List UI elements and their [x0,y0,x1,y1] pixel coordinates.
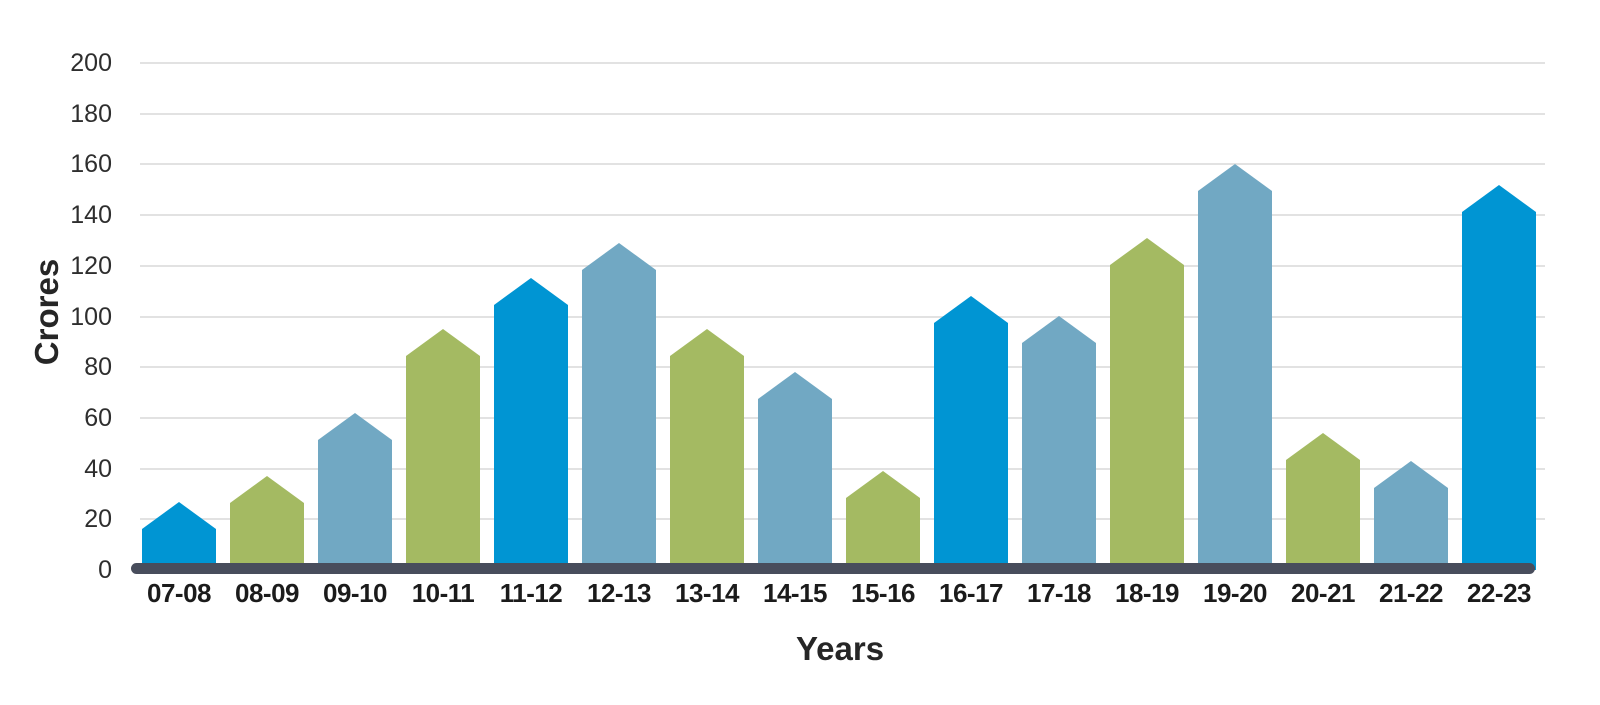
bar-11-12 [494,278,568,570]
bar-14-15 [758,372,832,570]
gridline-80 [140,366,1545,369]
x-tick-label-17-18: 17-18 [1027,578,1092,608]
bar-09-10 [318,413,392,570]
x-tick-label-09-10: 09-10 [323,578,388,608]
gridline-40 [140,467,1545,470]
gridline-200 [140,62,1545,64]
bar-21-22 [1374,461,1448,570]
gridline-100 [140,315,1545,318]
y-tick-label-20: 20 [84,505,112,534]
y-tick-label-100: 100 [70,302,112,331]
bar-08-09 [230,476,304,570]
y-tick-label-200: 200 [70,49,112,77]
y-tick-label-180: 180 [70,99,112,128]
x-tick-label-11-12: 11-12 [499,578,563,608]
x-tick-label-15-16: 15-16 [851,578,916,608]
bar-20-21 [1286,433,1360,570]
x-axis-line [131,563,1535,574]
gridline-180 [140,112,1545,115]
x-tick-label-16-17: 16-17 [939,578,1004,608]
bar-22-23 [1462,185,1536,570]
bar-10-11 [406,329,480,570]
x-tick-label-10-11: 10-11 [411,578,475,608]
gridline-60 [140,416,1545,419]
bar-15-16 [846,471,920,570]
x-axis-title: Years [795,630,885,667]
x-tick-label-19-20: 19-20 [1203,578,1268,608]
bar-07-08 [142,502,216,570]
y-tick-label-120: 120 [70,251,112,280]
x-tick-label-12-13: 12-13 [587,578,652,608]
y-tick-label-140: 140 [70,201,112,230]
y-tick-label-80: 80 [84,353,112,382]
x-tick-label-18-19: 18-19 [1115,578,1180,608]
plot-area [131,62,1545,574]
bar-18-19 [1110,238,1184,570]
gridline-20 [140,518,1545,521]
y-tick-label-40: 40 [84,454,112,483]
bar-13-14 [670,329,744,570]
x-tick-label-13-14: 13-14 [675,578,740,608]
y-tick-label-0: 0 [98,556,112,584]
bar-17-18 [1022,316,1096,570]
x-tick-label-22-23: 22-23 [1467,578,1532,608]
y-tick-label-60: 60 [84,403,112,432]
bar-12-13 [582,243,656,570]
y-tick-label-160: 160 [70,150,112,179]
gridline-120 [140,264,1545,267]
x-tick-label-08-09: 08-09 [235,578,300,608]
gridline-140 [140,214,1545,217]
bar-19-20 [1198,164,1272,570]
x-tick-label-20-21: 20-21 [1291,578,1356,608]
x-tick-label-14-15: 14-15 [763,578,828,608]
bar-16-17 [934,296,1008,570]
x-tick-label-07-08: 07-08 [147,578,212,608]
x-tick-label-21-22: 21-22 [1379,578,1444,608]
gridline-160 [140,163,1545,166]
